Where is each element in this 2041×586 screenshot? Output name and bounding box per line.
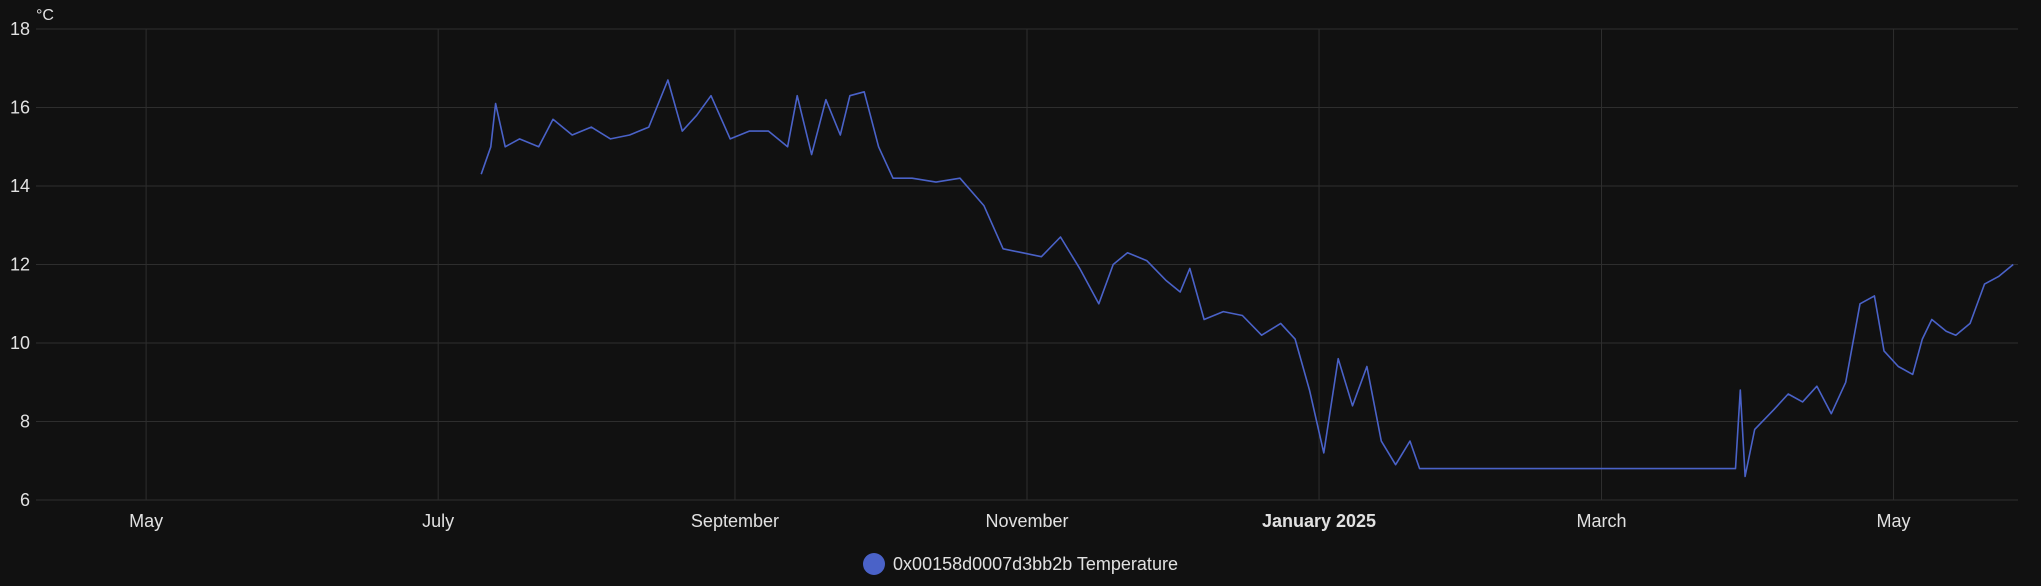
x-tick-label: July <box>422 511 454 531</box>
x-tick-label: September <box>691 511 779 531</box>
legend-swatch-icon <box>863 553 886 575</box>
x-grid <box>145 29 1895 500</box>
x-axis-ticks: May July September November January 2025 Marc… <box>129 511 1910 531</box>
x-tick-label: March <box>1576 511 1626 531</box>
line-chart: °C 6 8 10 12 14 16 18 May July September November… <box>10 7 2018 531</box>
y-tick-label: 14 <box>10 176 30 196</box>
y-tick-label: 8 <box>20 412 30 432</box>
y-axis-unit: °C <box>36 7 54 24</box>
legend-label: 0x00158d0007d3bb2b Temperature <box>893 553 1178 574</box>
y-tick-label: 6 <box>20 490 30 510</box>
x-tick-label: January 2025 <box>1262 511 1376 531</box>
y-axis-ticks: 6 8 10 12 14 16 18 <box>10 19 30 510</box>
y-tick-label: 18 <box>10 19 30 39</box>
x-tick-label: May <box>129 511 163 531</box>
y-tick-label: 12 <box>10 255 30 275</box>
x-tick-label: May <box>1877 511 1911 531</box>
y-tick-label: 16 <box>10 98 30 118</box>
temperature-series-line[interactable] <box>480 79 2014 478</box>
x-tick-label: November <box>985 511 1068 531</box>
legend-item[interactable]: 0x00158d0007d3bb2b Temperature <box>0 553 2041 575</box>
y-tick-label: 10 <box>10 333 30 353</box>
